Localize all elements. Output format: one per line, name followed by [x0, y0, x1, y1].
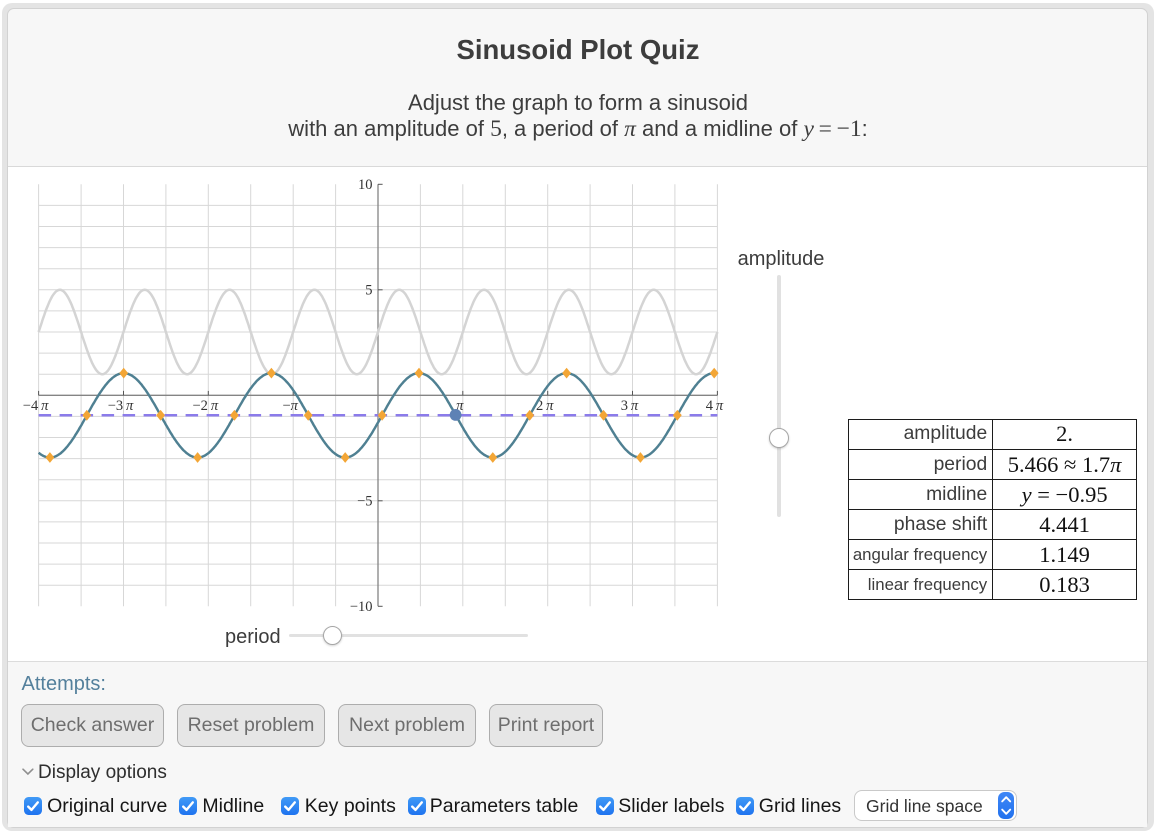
svg-text:−4 π: −4 π — [23, 398, 49, 414]
svg-text:3 π: 3 π — [621, 398, 639, 414]
svg-text:π: π — [456, 398, 464, 414]
svg-text:4 π: 4 π — [706, 398, 724, 414]
svg-text:5: 5 — [365, 283, 372, 299]
svg-text:−10: −10 — [350, 599, 373, 615]
svg-text:−3 π: −3 π — [108, 398, 134, 414]
svg-text:−π: −π — [282, 398, 298, 414]
svg-text:−5: −5 — [357, 494, 372, 510]
svg-text:10: 10 — [358, 177, 373, 193]
svg-text:2 π: 2 π — [536, 398, 554, 414]
svg-text:−2 π: −2 π — [192, 398, 218, 414]
